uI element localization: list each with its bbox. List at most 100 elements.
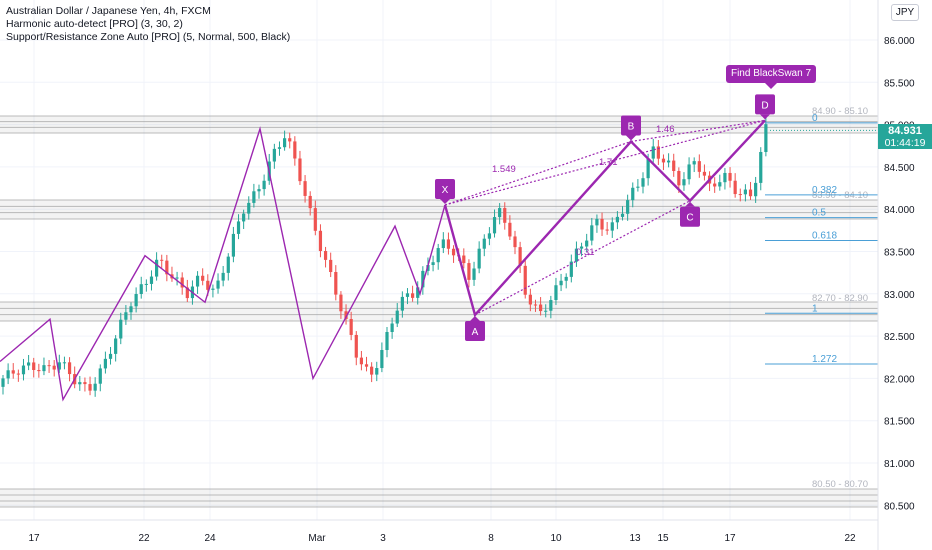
candle[interactable]: [615, 216, 619, 223]
candle[interactable]: [93, 383, 97, 391]
candle[interactable]: [216, 280, 220, 289]
candle[interactable]: [201, 275, 205, 281]
candle[interactable]: [88, 384, 92, 391]
candle[interactable]: [165, 260, 169, 275]
candle[interactable]: [252, 191, 256, 203]
candle[interactable]: [236, 221, 241, 234]
candle[interactable]: [195, 275, 200, 287]
candle[interactable]: [185, 287, 189, 299]
candle[interactable]: [728, 172, 732, 181]
candle[interactable]: [718, 182, 722, 187]
candle[interactable]: [349, 318, 353, 335]
candle[interactable]: [661, 158, 666, 163]
candle[interactable]: [446, 239, 451, 249]
candle[interactable]: [467, 263, 471, 280]
candle[interactable]: [359, 357, 363, 365]
candle[interactable]: [114, 338, 118, 354]
candle[interactable]: [226, 256, 230, 273]
candle[interactable]: [329, 259, 333, 273]
candle[interactable]: [585, 240, 589, 247]
candle[interactable]: [160, 259, 164, 261]
candle[interactable]: [149, 276, 154, 284]
candle[interactable]: [605, 229, 609, 231]
candle[interactable]: [52, 365, 56, 370]
candle[interactable]: [482, 238, 486, 249]
candle[interactable]: [124, 312, 128, 320]
candle[interactable]: [298, 158, 302, 182]
candle[interactable]: [636, 186, 640, 188]
candle[interactable]: [57, 362, 61, 370]
candle[interactable]: [78, 382, 82, 385]
candle[interactable]: [748, 189, 753, 197]
candle[interactable]: [354, 334, 358, 358]
candle[interactable]: [247, 202, 251, 214]
candle[interactable]: [129, 306, 133, 313]
candle[interactable]: [579, 246, 584, 249]
candle[interactable]: [385, 331, 389, 351]
candle[interactable]: [564, 276, 568, 281]
candle[interactable]: [98, 368, 102, 384]
candle[interactable]: [554, 285, 558, 301]
candle[interactable]: [16, 373, 20, 375]
candle[interactable]: [723, 172, 727, 183]
candle[interactable]: [206, 280, 210, 290]
candle[interactable]: [431, 262, 435, 266]
candle[interactable]: [242, 213, 246, 222]
candle[interactable]: [533, 304, 538, 306]
candle[interactable]: [1, 378, 5, 387]
candle[interactable]: [549, 300, 553, 311]
candle[interactable]: [288, 138, 292, 142]
candle[interactable]: [702, 171, 707, 176]
candle[interactable]: [462, 255, 466, 264]
candle[interactable]: [42, 365, 46, 372]
candle[interactable]: [344, 311, 348, 319]
candle[interactable]: [221, 272, 225, 281]
candle[interactable]: [759, 151, 763, 183]
candle[interactable]: [569, 261, 573, 277]
candle[interactable]: [323, 251, 328, 260]
candle[interactable]: [175, 277, 179, 279]
candle[interactable]: [697, 161, 701, 172]
candle[interactable]: [492, 217, 497, 234]
candle[interactable]: [277, 147, 282, 149]
candle[interactable]: [651, 146, 655, 159]
candle[interactable]: [667, 160, 671, 163]
candle[interactable]: [738, 194, 742, 196]
candle[interactable]: [283, 138, 287, 148]
candle[interactable]: [646, 158, 650, 179]
candle[interactable]: [600, 218, 604, 230]
candle[interactable]: [544, 310, 548, 312]
candle[interactable]: [180, 277, 184, 288]
candle[interactable]: [508, 222, 512, 237]
candle[interactable]: [47, 365, 51, 367]
candle[interactable]: [303, 181, 307, 196]
candle[interactable]: [83, 382, 87, 385]
candle[interactable]: [400, 296, 404, 311]
candle[interactable]: [11, 370, 15, 374]
candle[interactable]: [334, 272, 338, 295]
candle[interactable]: [364, 364, 369, 367]
candle[interactable]: [62, 362, 67, 364]
candle[interactable]: [436, 248, 440, 263]
candle[interactable]: [144, 283, 148, 285]
candle[interactable]: [677, 170, 681, 186]
candle[interactable]: [67, 362, 72, 375]
candle[interactable]: [139, 284, 143, 295]
candle[interactable]: [754, 182, 758, 197]
candle[interactable]: [411, 293, 415, 298]
candle[interactable]: [503, 208, 507, 223]
candle[interactable]: [37, 370, 41, 372]
candle[interactable]: [370, 366, 374, 375]
candle[interactable]: [134, 294, 138, 307]
harmonic-indicator-label[interactable]: Harmonic auto-detect [PRO] (3, 30, 2): [6, 18, 183, 30]
candle[interactable]: [119, 319, 123, 339]
candle[interactable]: [590, 225, 594, 241]
candle[interactable]: [6, 370, 10, 379]
candle[interactable]: [32, 362, 36, 371]
candle[interactable]: [626, 200, 630, 214]
candle[interactable]: [211, 288, 215, 290]
candle[interactable]: [539, 304, 543, 312]
candle[interactable]: [523, 265, 527, 295]
candle[interactable]: [641, 178, 645, 187]
candle[interactable]: [743, 189, 747, 195]
